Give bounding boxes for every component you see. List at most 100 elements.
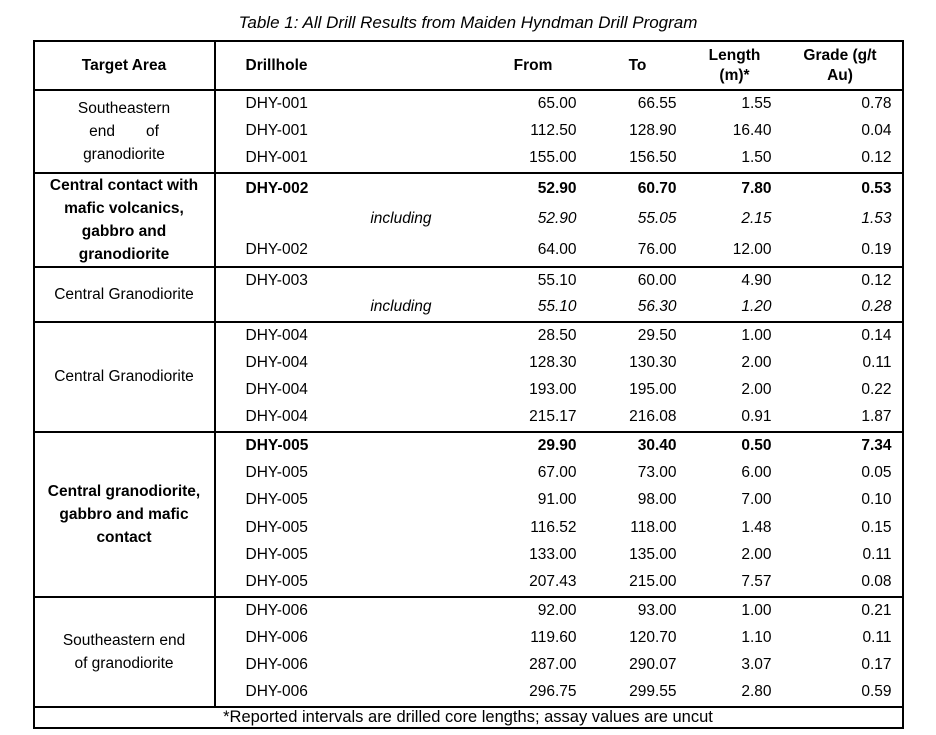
from-cell: 155.00 [529, 149, 577, 167]
to-cell: 76.00 [637, 241, 677, 259]
grade-cell: 0.12 [861, 149, 892, 167]
result-row: Southeastern end of granodiorite DHY-001 65.… [33, 90, 903, 173]
drillhole-cell: including [370, 298, 432, 316]
to-cell: 56.30 [637, 298, 677, 316]
drillhole-cell: DHY-004 [245, 408, 308, 426]
column-header-target-area: Target Area [33, 41, 216, 90]
drillhole-cell: DHY-005 [245, 546, 308, 564]
grade-cell: 0.17 [861, 656, 892, 674]
grade-cell: 0.19 [861, 241, 892, 259]
result-row: DHY-005 67.00 73.00 6.00 0.05 [34, 459, 903, 487]
from-cell: 29.90 [537, 436, 577, 454]
grade-cell: 0.04 [861, 122, 892, 140]
target-area-line: granodiorite [78, 245, 170, 263]
grade-cell: 0.22 [861, 381, 892, 399]
result-row: Southeastern end of granodiorite DHY-006 92… [33, 596, 903, 707]
length-cell: 2.00 [741, 546, 772, 564]
length-cell: 6.00 [741, 463, 772, 481]
grade-cell: 0.08 [861, 573, 892, 591]
target-area-line: Southeastern end [62, 631, 186, 649]
drillhole-cell: including [370, 210, 432, 228]
drillhole-cell: DHY-004 [245, 381, 308, 399]
target-area-line: mafic volcanics, [64, 199, 184, 217]
grade-cell: 0.10 [861, 491, 892, 509]
from-cell: 64.00 [537, 241, 577, 259]
drillhole-cell: DHY-005 [245, 573, 308, 591]
column-header-drillhole: Drillhole [245, 56, 308, 74]
to-cell: 128.90 [629, 122, 677, 140]
to-cell: 73.00 [637, 463, 677, 481]
result-row: DHY-004 193.00 195.00 2.00 0.22 [34, 377, 903, 405]
length-cell: 1.20 [741, 298, 772, 316]
target-area-line: granodiorite [83, 145, 165, 163]
length-cell: 4.90 [741, 271, 772, 289]
grade-cell: 0.11 [862, 546, 892, 564]
length-cell: 1.10 [741, 628, 772, 646]
grade-cell: 0.59 [861, 683, 892, 701]
to-cell: 30.40 [637, 436, 677, 454]
target-area-cell: Southeastern end of granodiorite [33, 90, 216, 173]
result-row: DHY-005 207.43 215.00 7.57 0.08 [34, 569, 903, 597]
from-cell: 133.00 [529, 546, 577, 564]
target-group: Central contact with mafic volcanics, gabb… [33, 172, 903, 267]
target-area-line: Central granodiorite, [47, 482, 201, 500]
result-row: DHY-005 116.52 118.00 1.48 0.15 [34, 514, 903, 542]
to-cell: 130.30 [629, 353, 677, 371]
result-row: including 55.10 56.30 1.20 0.28 [34, 294, 903, 322]
grade-cell: 0.11 [862, 628, 892, 646]
column-header-from: From [513, 56, 553, 74]
drillhole-cell: DHY-004 [245, 353, 308, 371]
length-cell: 2.00 [741, 381, 772, 399]
from-cell: 55.10 [537, 271, 577, 289]
from-cell: 128.30 [529, 353, 577, 371]
drillhole-cell: DHY-001 [245, 149, 308, 167]
to-cell: 55.05 [637, 210, 677, 228]
target-area-cell: Central Granodiorite [33, 266, 216, 322]
drillhole-cell: DHY-002 [245, 179, 309, 197]
grade-cell: 0.12 [861, 271, 892, 289]
length-cell: 7.80 [741, 179, 772, 197]
target-area-cell: Southeastern end of granodiorite [33, 596, 216, 707]
length-cell: 16.40 [732, 122, 772, 140]
grade-cell: 0.05 [861, 463, 892, 481]
target-group: Central Granodiorite DHY-004 28.50 29.50 1.0… [33, 321, 903, 432]
result-row: Central granodiorite, gabbro and mafic con… [33, 431, 903, 597]
from-cell: 52.90 [537, 179, 577, 197]
table-footnote: *Reported intervals are drilled core len… [223, 707, 713, 726]
column-header-length: Length (m)* [708, 46, 761, 84]
target-group: Central Granodiorite DHY-003 55.10 60.00 4.9… [33, 266, 903, 322]
length-cell: 12.00 [732, 241, 772, 259]
to-cell: 215.00 [629, 573, 677, 591]
drillhole-cell: DHY-006 [245, 601, 308, 619]
result-row: including 52.90 55.05 2.15 1.53 [34, 204, 903, 235]
to-cell: 29.50 [637, 326, 677, 344]
grade-cell: 7.34 [861, 436, 892, 454]
grade-cell: 1.87 [861, 408, 892, 426]
from-cell: 52.90 [537, 210, 577, 228]
target-group: Southeastern end of granodiorite DHY-001 65.… [33, 90, 903, 173]
length-cell: 1.55 [741, 95, 772, 113]
grade-cell: 0.78 [861, 95, 892, 113]
result-row: DHY-004 215.17 216.08 0.91 1.87 [34, 404, 903, 432]
drillhole-cell: DHY-005 [245, 491, 308, 509]
from-cell: 119.60 [530, 628, 577, 646]
length-cell: 0.91 [741, 408, 772, 426]
length-cell: 1.00 [741, 326, 772, 344]
length-cell: 7.57 [741, 573, 772, 591]
from-cell: 55.10 [537, 298, 577, 316]
to-cell: 93.00 [637, 601, 677, 619]
grade-cell: 0.28 [861, 298, 892, 316]
to-cell: 156.50 [629, 149, 677, 167]
grade-cell: 0.11 [862, 353, 892, 371]
length-cell: 1.00 [741, 601, 772, 619]
drillhole-cell: DHY-006 [245, 683, 308, 701]
from-cell: 287.00 [529, 656, 577, 674]
target-group: Central granodiorite, gabbro and mafic con… [33, 431, 903, 597]
result-row: DHY-001 112.50 128.90 16.40 0.04 [34, 118, 903, 146]
column-header-to: To [628, 56, 647, 74]
result-row: Central Granodiorite DHY-004 28.50 29.50 1.0… [33, 321, 903, 432]
result-row: DHY-004 128.30 130.30 2.00 0.11 [34, 349, 903, 377]
length-cell: 3.07 [741, 656, 772, 674]
result-row: Central contact with mafic volcanics, gabb… [33, 172, 903, 267]
